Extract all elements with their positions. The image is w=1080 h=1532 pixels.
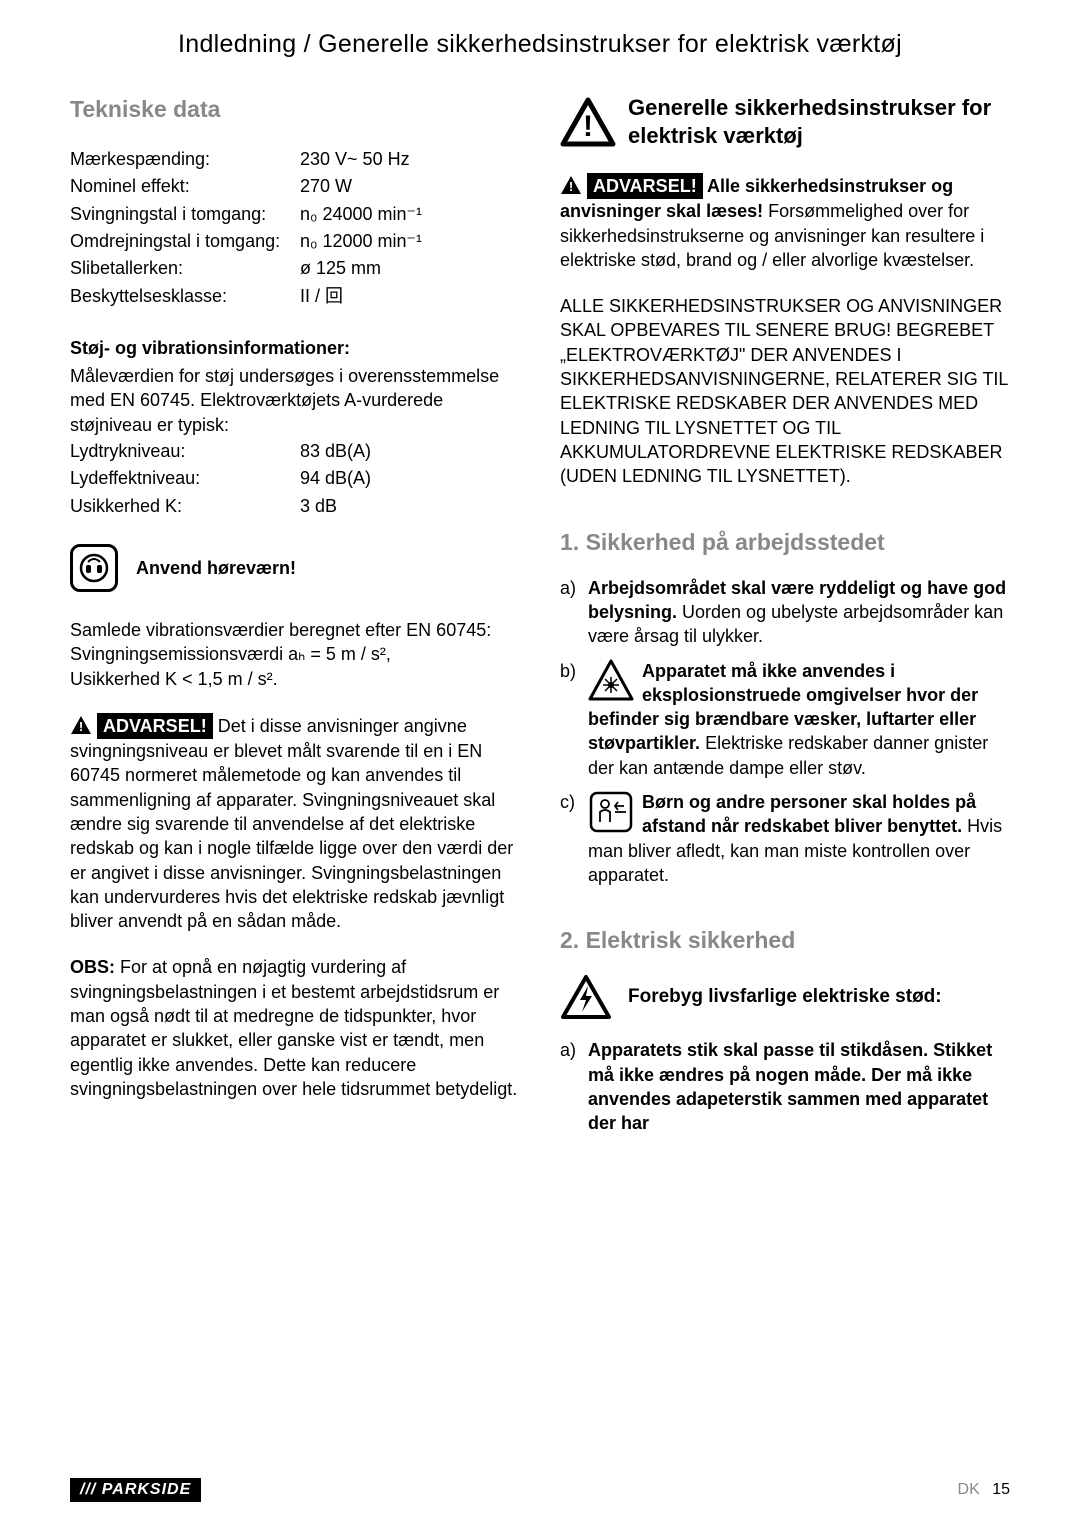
item-bold: Børn og andre personer skal holdes på af… — [642, 792, 976, 836]
list-marker: a) — [560, 576, 588, 649]
spec-label: Beskyttelsesklasse: — [70, 284, 300, 308]
page-number: DK 15 — [958, 1481, 1010, 1499]
obs-text: For at opnå en nøjagtig vurdering af svi… — [70, 957, 517, 1098]
spec-value: 270 W — [300, 174, 520, 198]
spec-row: Usikkerhed K: 3 dB — [70, 494, 520, 518]
warning-triangle-icon: ! — [560, 175, 582, 195]
item-bold: Apparatets stik skal passe til stikdåsen… — [588, 1040, 992, 1133]
spec-value: n₀ 24000 min⁻¹ — [300, 202, 520, 226]
list-item-a: a) Arbejdsområdet skal være ryddeligt og… — [560, 576, 1010, 649]
warning-label: ADVARSEL! — [97, 713, 213, 739]
list-item-b: b) Apparatet må ikke anvendes i eksplosi… — [560, 659, 1010, 780]
spec-row: Beskyttelsesklasse:II / 回 — [70, 284, 520, 308]
noise-spec-table: Lydtrykniveau:83 dB(A) Lydeffektniveau:9… — [70, 439, 520, 518]
noise-intro: Måleværdien for støj undersøges i overen… — [70, 364, 520, 437]
spec-value: 94 dB(A) — [300, 466, 520, 490]
electric-warning-icon — [560, 974, 612, 1020]
list-marker: c) — [560, 790, 588, 887]
electric-shock-row: Forebyg livsfarlige elektriske stød: — [560, 974, 1010, 1020]
spec-row: Omdrejningstal i tomgang:n₀ 12000 min⁻¹ — [70, 229, 520, 253]
svg-text:!: ! — [583, 110, 593, 143]
page-header: Indledning / Generelle sikkerhedsinstruk… — [70, 30, 1010, 59]
warning-triangle-icon: ! — [560, 97, 616, 147]
obs-label: OBS: — [70, 957, 115, 977]
spec-row: Svingningstal i tomgang:n₀ 24000 min⁻¹ — [70, 202, 520, 226]
spec-value: 3 dB — [300, 494, 520, 518]
warning-label: ADVARSEL! — [587, 173, 703, 199]
lang-code: DK — [958, 1481, 980, 1498]
spec-row: Lydeffektniveau:94 dB(A) — [70, 466, 520, 490]
spec-value: 230 V~ 50 Hz — [300, 147, 520, 171]
caps-paragraph: ALLE SIKKERHEDSINSTRUKSER OG ANVISNINGER… — [560, 294, 1010, 488]
safety-title: Generelle sikkerhedsinstrukser for elekt… — [628, 94, 1010, 149]
brand-logo: /// PARKSIDE — [70, 1478, 201, 1502]
noise-heading: Støj- og vibrationsinformationer: — [70, 336, 520, 360]
ear-protection-icon — [70, 544, 118, 592]
section-2-title: 2. Elektrisk sikkerhed — [560, 925, 1010, 956]
main-warning-para: ! ADVARSEL! Alle sikkerhedsinstrukser og… — [560, 173, 1010, 272]
list-marker: b) — [560, 659, 588, 780]
list-item-c: c) Børn og andre personer skal holdes på… — [560, 790, 1010, 887]
vibration-para: Samlede vibrationsværdier beregnet efter… — [70, 618, 520, 691]
svg-text:!: ! — [79, 719, 83, 734]
svg-text:!: ! — [569, 179, 573, 194]
electric-shock-label: Forebyg livsfarlige elektriske stød: — [628, 985, 942, 1009]
spec-row: Lydtrykniveau:83 dB(A) — [70, 439, 520, 463]
keep-away-icon — [588, 790, 642, 838]
spec-value: ø 125 mm — [300, 256, 520, 280]
spec-label: Svingningstal i tomgang: — [70, 202, 300, 226]
spec-label: Omdrejningstal i tomgang: — [70, 229, 300, 253]
list-body: Apparatet må ikke anvendes i eksplosions… — [588, 659, 1010, 780]
tech-data-title: Tekniske data — [70, 94, 520, 125]
spec-label: Mærkespænding: — [70, 147, 300, 171]
spec-label: Lydeffektniveau: — [70, 466, 300, 490]
page-no: 15 — [992, 1481, 1010, 1498]
spec-label: Slibetallerken: — [70, 256, 300, 280]
warning-text: Det i disse anvisninger angivne svingnin… — [70, 716, 513, 931]
spec-label: Usikkerhed K: — [70, 494, 300, 518]
list-body: Børn og andre personer skal holdes på af… — [588, 790, 1010, 887]
spec-value: n₀ 12000 min⁻¹ — [300, 229, 520, 253]
spec-row: Mærkespænding:230 V~ 50 Hz — [70, 147, 520, 171]
list-body: Arbejdsområdet skal være ryddeligt og ha… — [588, 576, 1010, 649]
warning-para: ! ADVARSEL! Det i disse anvisninger angi… — [70, 713, 520, 934]
spec-value: 83 dB(A) — [300, 439, 520, 463]
obs-para: OBS: For at opnå en nøjagtig vurdering a… — [70, 955, 520, 1101]
ear-protection-label: Anvend høreværn! — [136, 556, 296, 580]
section-1-title: 1. Sikkerhed på arbejdsstedet — [560, 527, 1010, 558]
explosion-icon — [588, 659, 642, 707]
list-item-2a: a) Apparatets stik skal passe til stikdå… — [560, 1038, 1010, 1135]
list-marker: a) — [560, 1038, 588, 1135]
spec-row: Slibetallerken:ø 125 mm — [70, 256, 520, 280]
left-column: Tekniske data Mærkespænding:230 V~ 50 Hz… — [70, 94, 520, 1135]
warning-triangle-icon: ! — [70, 715, 92, 735]
safety-header-row: ! Generelle sikkerhedsinstrukser for ele… — [560, 94, 1010, 149]
page-footer: /// PARKSIDE DK 15 — [70, 1478, 1010, 1502]
spec-label: Lydtrykniveau: — [70, 439, 300, 463]
spec-value: II / 回 — [300, 284, 520, 308]
spec-label: Nominel effekt: — [70, 174, 300, 198]
list-body: Apparatets stik skal passe til stikdåsen… — [588, 1038, 1010, 1135]
ear-protection-row: Anvend høreværn! — [70, 544, 520, 592]
right-column: ! Generelle sikkerhedsinstrukser for ele… — [560, 94, 1010, 1135]
spec-table: Mærkespænding:230 V~ 50 Hz Nominel effek… — [70, 147, 520, 308]
content-columns: Tekniske data Mærkespænding:230 V~ 50 Hz… — [70, 94, 1010, 1135]
spec-row: Nominel effekt:270 W — [70, 174, 520, 198]
